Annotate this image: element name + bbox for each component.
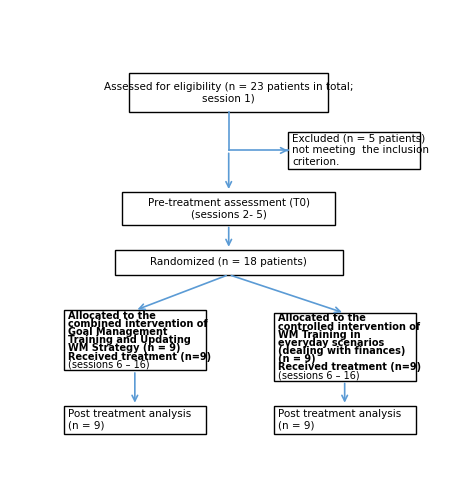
Text: WM Strategy (n = 9): WM Strategy (n = 9): [68, 344, 181, 353]
Text: Assessed for eligibility (n = 23 patients in total;
session 1): Assessed for eligibility (n = 23 patient…: [104, 82, 353, 104]
Text: combined intervention of: combined intervention of: [68, 319, 208, 329]
FancyBboxPatch shape: [64, 310, 206, 370]
FancyBboxPatch shape: [129, 74, 328, 112]
FancyBboxPatch shape: [274, 406, 416, 434]
Text: Received treatment (n=9): Received treatment (n=9): [68, 352, 211, 362]
Text: (sessions 6 – 16): (sessions 6 – 16): [68, 360, 150, 370]
FancyBboxPatch shape: [288, 132, 420, 169]
FancyBboxPatch shape: [274, 313, 416, 380]
FancyBboxPatch shape: [122, 192, 335, 224]
Text: controlled intervention of: controlled intervention of: [278, 322, 420, 332]
Text: (dealing with finances): (dealing with finances): [278, 346, 406, 356]
Text: Randomized (n = 18 patients): Randomized (n = 18 patients): [150, 257, 307, 267]
Text: (n = 9): (n = 9): [278, 354, 316, 364]
Text: Received treatment (n=9): Received treatment (n=9): [278, 362, 421, 372]
FancyBboxPatch shape: [64, 406, 206, 434]
Text: Post treatment analysis
(n = 9): Post treatment analysis (n = 9): [68, 409, 191, 431]
Text: WM Training in: WM Training in: [278, 330, 361, 340]
Text: (sessions 6 – 16): (sessions 6 – 16): [278, 370, 360, 380]
Text: Excluded (n = 5 patients)
not meeting  the inclusion
criterion.: Excluded (n = 5 patients) not meeting th…: [292, 134, 429, 167]
Text: everyday scenarios: everyday scenarios: [278, 338, 384, 348]
FancyBboxPatch shape: [114, 250, 343, 274]
Text: Goal Management: Goal Management: [68, 327, 168, 337]
Text: Allocated to the: Allocated to the: [68, 311, 156, 321]
Text: Training and Updating: Training and Updating: [68, 336, 191, 345]
Text: Pre-treatment assessment (T0)
(sessions 2- 5): Pre-treatment assessment (T0) (sessions …: [148, 198, 310, 219]
Text: Post treatment analysis
(n = 9): Post treatment analysis (n = 9): [278, 409, 401, 431]
Text: Allocated to the: Allocated to the: [278, 314, 366, 324]
